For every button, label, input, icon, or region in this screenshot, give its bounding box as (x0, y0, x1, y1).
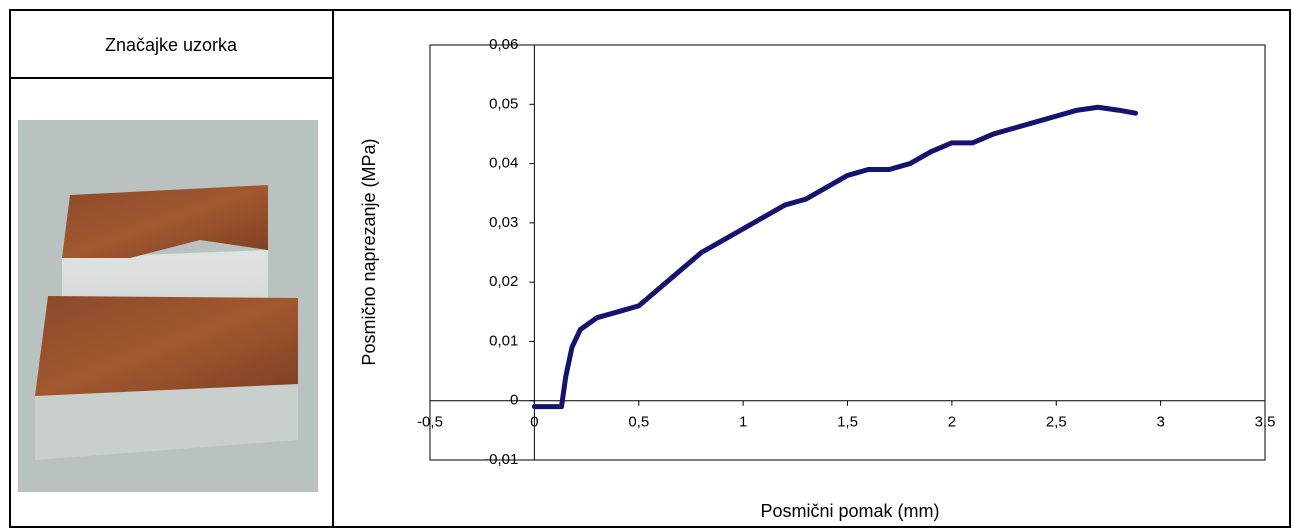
table-header: Značajke uzorka (105, 35, 238, 55)
x-tick-label: 0,5 (628, 414, 649, 431)
y-tick-label: 0,02 (489, 273, 518, 290)
x-tick-label: 3,5 (1255, 414, 1276, 431)
y-tick-label: 0,01 (489, 332, 518, 349)
x-tick-label: 1,5 (837, 414, 858, 431)
y-tick-label: 0,05 (489, 95, 518, 112)
x-tick-label: 0 (530, 414, 538, 431)
y-tick-label: 0,03 (489, 214, 518, 231)
x-tick-label: -0,5 (417, 414, 443, 431)
x-tick-label: 2,5 (1046, 414, 1067, 431)
y-axis-title: Posmično naprezanje (MPa) (359, 138, 379, 365)
y-tick-label: 0 (510, 392, 518, 409)
y-tick-label: 0,06 (489, 36, 518, 53)
plot-area (429, 44, 1266, 461)
data-line (531, 104, 1139, 410)
table-border (9, 9, 1291, 528)
x-axis-title: Posmični pomak (mm) (760, 501, 939, 521)
x-tick-label: 2 (948, 414, 956, 431)
x-tick-label: 1 (739, 414, 747, 431)
y-tick-label: -0,01 (484, 451, 518, 468)
sample-photo (18, 120, 318, 492)
x-tick-label: 3 (1156, 414, 1164, 431)
y-tick-label: 0,04 (489, 155, 518, 172)
